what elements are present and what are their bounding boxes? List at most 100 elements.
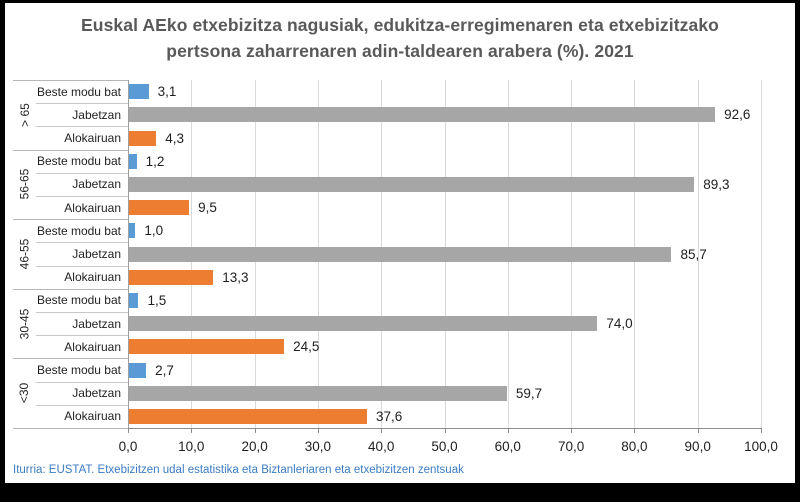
x-tick-label: 50,0: [431, 439, 458, 454]
bar: [129, 130, 157, 146]
group-separator-line: [13, 428, 128, 429]
chart-title-line2: pertsona zaharrenaren adin-taldearen ara…: [166, 41, 634, 61]
value-label: 9,5: [198, 200, 217, 216]
value-label: 74,0: [606, 316, 633, 332]
category-label: Jabetzan: [72, 316, 121, 331]
category-label: Beste modu bat: [36, 223, 121, 238]
group-label: 46-55: [13, 219, 36, 289]
value-label: 1,2: [145, 153, 165, 169]
category-separator-line: [36, 312, 128, 313]
group-separator-line: [13, 358, 128, 360]
bar: [129, 316, 598, 332]
chart-title: Euskal AEko etxebizitza nagusiak, edukit…: [5, 12, 795, 64]
category-label: Alokairuan: [64, 409, 121, 424]
x-tick-label: 0,0: [118, 439, 138, 454]
category-axis-line: [128, 80, 129, 428]
x-tick-label: 60,0: [494, 439, 521, 454]
group-label-text: 30-45: [17, 308, 32, 339]
category-label: Jabetzan: [72, 107, 121, 122]
x-tick-label: 90,0: [684, 439, 711, 454]
category-label: Jabetzan: [72, 246, 121, 261]
category-label: Beste modu bat: [36, 362, 121, 377]
x-axis-tick: [634, 429, 636, 433]
x-axis-tick: [571, 429, 573, 433]
group-label-text: 46-55: [17, 238, 32, 270]
value-label: 13,3: [222, 269, 249, 285]
bar: [129, 223, 136, 239]
x-tick-label: 80,0: [621, 439, 648, 454]
category-separator-line: [36, 126, 128, 128]
value-label: 2,7: [155, 362, 174, 378]
group-label-text: 56-65: [17, 169, 32, 200]
bar: [129, 200, 190, 216]
bar: [129, 246, 672, 262]
bar: [129, 362, 147, 378]
bar: [129, 176, 695, 192]
bar: [129, 153, 137, 169]
group-separator-line: [13, 149, 128, 151]
bar: [129, 408, 367, 424]
bar: [129, 339, 285, 355]
x-axis-tick: [317, 429, 319, 433]
group-label: > 65: [13, 80, 36, 150]
value-label: 24,5: [293, 339, 320, 355]
value-label: 89,3: [703, 176, 730, 192]
category-separator-line: [36, 265, 128, 267]
value-label: 92,6: [724, 107, 751, 123]
x-axis-line: [128, 428, 762, 429]
category-separator-line: [36, 381, 128, 383]
x-axis-tick: [381, 429, 383, 433]
bar-chart: > 65 Beste modu bat 3,1 Jabetzan 92,6 Alokair…: [5, 3, 795, 483]
x-axis-tick: [761, 429, 762, 433]
group-label: 30-45: [13, 289, 36, 359]
bar: [129, 84, 149, 100]
bar: [129, 292, 139, 308]
x-tick-label: 20,0: [241, 439, 268, 454]
group-label: <30: [13, 358, 36, 428]
x-axis-tick: [444, 429, 446, 433]
x-axis-tick: [507, 429, 509, 433]
category-separator-line: [36, 242, 128, 244]
x-tick-label: 30,0: [304, 439, 332, 454]
group-label-text: <30: [17, 383, 32, 404]
bar: [129, 269, 214, 285]
group-label-text: > 65: [17, 102, 32, 127]
chart-image-area: Euskal AEko etxebizitza nagusiak, edukit…: [5, 3, 795, 483]
value-label: 3,1: [157, 84, 177, 100]
x-tick-label: 100,0: [744, 439, 778, 454]
value-label: 1,0: [144, 223, 164, 239]
x-tick-label: 40,0: [368, 439, 395, 454]
category-separator-line: [36, 103, 128, 105]
value-label: 1,5: [147, 292, 167, 308]
x-axis-tick: [254, 429, 256, 433]
category-separator-line: [36, 196, 128, 197]
category-separator-line: [36, 172, 128, 174]
category-label: Jabetzan: [72, 177, 121, 192]
group-separator-line: [13, 288, 128, 290]
source-note: Iturria: EUSTAT. Etxebizitzen udal estat…: [13, 464, 464, 476]
category-label: Alokairuan: [64, 130, 121, 145]
x-tick-label: 70,0: [557, 439, 585, 454]
x-axis-tick: [697, 429, 699, 433]
plot-gridline: [761, 80, 762, 428]
group-separator-line: [13, 219, 128, 221]
x-axis-tick: [191, 429, 193, 433]
category-label: Beste modu bat: [36, 84, 121, 99]
category-separator-line: [36, 335, 128, 337]
value-label: 85,7: [680, 246, 707, 262]
category-label: Beste modu bat: [36, 293, 121, 308]
chart-title-line1: Euskal AEko etxebizitza nagusiak, edukit…: [81, 15, 719, 35]
category-separator-line: [36, 404, 128, 406]
value-label: 4,3: [165, 130, 184, 146]
value-label: 37,6: [376, 408, 403, 424]
category-label: Beste modu bat: [36, 154, 121, 169]
group-separator-line: [13, 80, 128, 81]
bar: [129, 107, 716, 123]
category-label: Alokairuan: [64, 339, 121, 354]
category-label: Alokairuan: [64, 200, 121, 215]
x-tick-label: 10,0: [178, 439, 205, 454]
bar: [129, 385, 507, 401]
plot-gridline: [697, 80, 699, 428]
group-label: 56-65: [13, 150, 36, 220]
